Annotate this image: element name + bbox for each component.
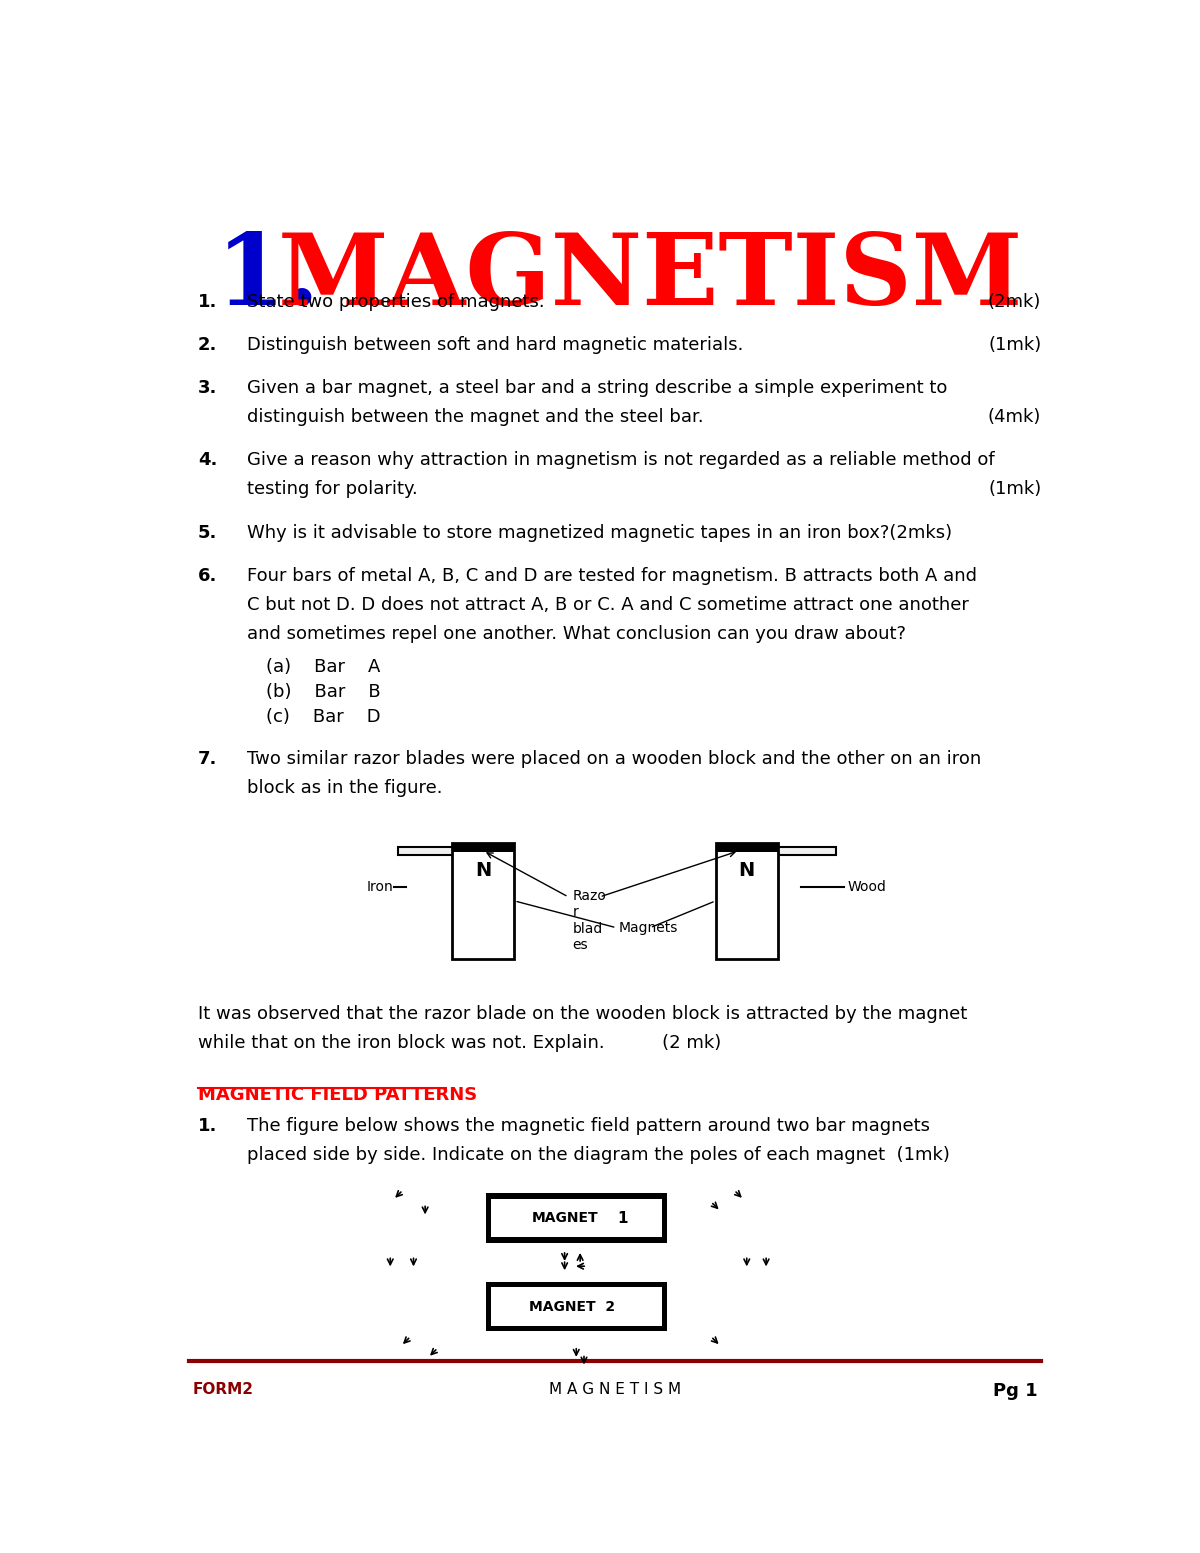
Text: Why is it advisable to store magnetized magnetic tapes in an iron box?(2mks): Why is it advisable to store magnetized … (247, 523, 952, 542)
Text: FORM2: FORM2 (193, 1382, 253, 1398)
Bar (715, 843, 778, 958)
Text: Two similar razor blades were placed on a wooden block and the other on an iron: Two similar razor blades were placed on … (247, 750, 982, 767)
Text: 1.: 1. (198, 292, 217, 311)
Text: distinguish between the magnet and the steel bar.: distinguish between the magnet and the s… (247, 408, 703, 426)
Text: Pg 1: Pg 1 (992, 1382, 1037, 1401)
Text: 5.: 5. (198, 523, 217, 542)
Text: Magnets: Magnets (619, 921, 678, 935)
Bar (398, 846, 515, 854)
Bar (486, 1281, 667, 1331)
Text: N: N (739, 860, 755, 879)
Text: block as in the figure.: block as in the figure. (247, 780, 443, 797)
Text: MAGNET: MAGNET (532, 1211, 598, 1225)
Text: (2mk): (2mk) (988, 292, 1042, 311)
Text: 1: 1 (618, 1211, 628, 1225)
Text: State two properties of magnets.: State two properties of magnets. (247, 292, 545, 311)
Text: 4.: 4. (198, 452, 217, 469)
Text: 1.: 1. (198, 1117, 217, 1135)
Text: MAGNETIC FIELD PATTERNS: MAGNETIC FIELD PATTERNS (198, 1087, 478, 1104)
Text: Given a bar magnet, a steel bar and a string describe a simple experiment to: Given a bar magnet, a steel bar and a st… (247, 379, 947, 398)
Text: N: N (475, 860, 491, 879)
Text: (1mk): (1mk) (988, 480, 1042, 499)
Bar (452, 843, 515, 853)
Text: C but not D. D does not attract A, B or C. A and C sometime attract one another: C but not D. D does not attract A, B or … (247, 596, 968, 613)
Text: Iron: Iron (367, 881, 394, 895)
Bar (491, 1287, 661, 1326)
Bar (486, 1193, 667, 1242)
Text: (a)    Bar    A: (a) Bar A (266, 658, 380, 677)
Text: Wood: Wood (847, 881, 887, 895)
Text: Give a reason why attraction in magnetism is not regarded as a reliable method o: Give a reason why attraction in magnetis… (247, 452, 995, 469)
Text: testing for polarity.: testing for polarity. (247, 480, 418, 499)
Text: Distinguish between soft and hard magnetic materials.: Distinguish between soft and hard magnet… (247, 335, 743, 354)
Text: (4mk): (4mk) (988, 408, 1042, 426)
Bar (491, 1199, 661, 1238)
Text: MAGNETISM: MAGNETISM (278, 228, 1024, 326)
Text: (c)    Bar    D: (c) Bar D (266, 708, 380, 727)
Text: 2.: 2. (198, 335, 217, 354)
Text: 1.: 1. (216, 228, 320, 326)
Text: M A G N E T I S M: M A G N E T I S M (548, 1382, 682, 1398)
Text: while that on the iron block was not. Explain.          (2 mk): while that on the iron block was not. Ex… (198, 1034, 721, 1051)
Text: The figure below shows the magnetic field pattern around two bar magnets: The figure below shows the magnetic fiel… (247, 1117, 930, 1135)
Text: Four bars of metal A, B, C and D are tested for magnetism. B attracts both A and: Four bars of metal A, B, C and D are tes… (247, 567, 977, 585)
Text: (1mk): (1mk) (988, 335, 1042, 354)
Text: 3.: 3. (198, 379, 217, 398)
Text: Razo
r
blad
es: Razo r blad es (572, 890, 606, 952)
Bar (720, 846, 836, 854)
Text: and sometimes repel one another. What conclusion can you draw about?: and sometimes repel one another. What co… (247, 626, 906, 643)
Bar (452, 843, 515, 958)
Bar (715, 843, 778, 853)
Text: placed side by side. Indicate on the diagram the poles of each magnet  (1mk): placed side by side. Indicate on the dia… (247, 1146, 949, 1165)
Text: MAGNET  2: MAGNET 2 (529, 1300, 616, 1314)
Text: (b)    Bar    B: (b) Bar B (266, 683, 380, 702)
Text: 6.: 6. (198, 567, 217, 585)
Text: 7.: 7. (198, 750, 217, 767)
Text: It was observed that the razor blade on the wooden block is attracted by the mag: It was observed that the razor blade on … (198, 1005, 967, 1023)
